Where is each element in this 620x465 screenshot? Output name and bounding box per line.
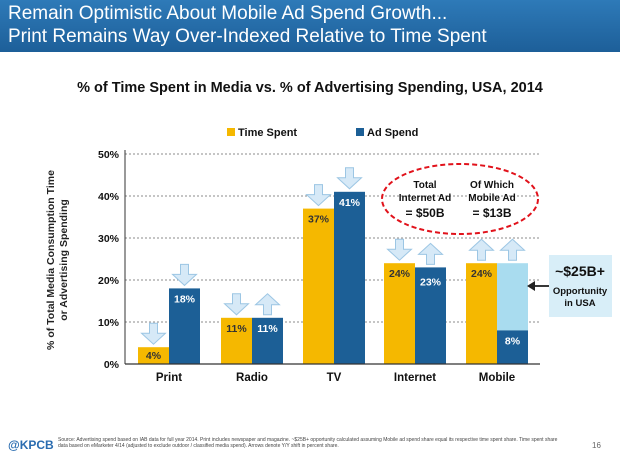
bar-ad-spend <box>252 317 283 364</box>
arrow-up-icon <box>468 238 495 261</box>
data-label: 24% <box>389 268 411 280</box>
opportunity-amount: ~$25B+ <box>555 263 605 279</box>
header-title-line1: Remain Optimistic About Mobile Ad Spend … <box>8 3 448 24</box>
callout-col1-line1: Total <box>413 180 436 191</box>
callout-col2-line1: Of Which <box>470 180 514 191</box>
arrow-down-icon <box>305 184 332 207</box>
legend-label-ad-spend: Ad Spend <box>367 127 418 139</box>
bar-ad-spend <box>415 267 446 364</box>
kpcb-logo: @KPCB <box>8 438 54 452</box>
y-tick-label: 40% <box>98 191 120 203</box>
pointer-arrow-icon <box>527 281 535 291</box>
callout-col2-line2: Mobile Ad <box>468 193 515 204</box>
bar-ad-spend <box>169 288 200 364</box>
data-label: 11% <box>257 323 278 335</box>
header-title-line2: Print Remains Way Over-Indexed Relative … <box>8 26 487 47</box>
data-label: 4% <box>146 350 162 362</box>
y-tick-label: 30% <box>98 233 120 245</box>
arrow-down-icon <box>171 263 198 287</box>
y-tick-label: 10% <box>98 317 120 329</box>
opportunity-label-line2: in USA <box>564 298 595 309</box>
arrow-up-icon <box>254 293 281 316</box>
y-tick-label: 50% <box>98 149 120 161</box>
y-axis-title-line1: % of Total Media Consumption Time <box>45 170 57 350</box>
arrow-down-icon <box>223 293 250 316</box>
bar-time-spent <box>384 263 415 364</box>
x-tick-label: TV <box>327 372 342 384</box>
arrow-down-icon <box>336 167 363 190</box>
data-label: 23% <box>420 276 442 288</box>
data-label: 41% <box>339 197 361 209</box>
y-axis-title-line2: or Advertising Spending <box>58 199 70 321</box>
data-label: 37% <box>308 214 330 226</box>
x-tick-label: Radio <box>236 372 268 384</box>
bar-time-spent <box>138 347 169 364</box>
legend-swatch-ad-spend <box>356 128 364 136</box>
opportunity-band <box>497 263 528 331</box>
legend-label-time-spent: Time Spent <box>238 127 297 139</box>
opportunity-label-line1: Opportunity <box>553 286 608 297</box>
arrow-down-icon <box>386 238 413 261</box>
bar-ad-spend <box>497 330 528 364</box>
opportunity-box <box>549 255 612 317</box>
legend-swatch-time-spent <box>227 128 235 136</box>
data-label: 11% <box>226 323 247 335</box>
callout-col1-line2: Internet Ad <box>399 193 451 204</box>
source-note: Source: Advertising spend based on IAB d… <box>58 437 558 449</box>
bar-time-spent <box>303 208 334 364</box>
page-number: 16 <box>592 441 601 450</box>
bar-ad-spend <box>334 191 365 364</box>
arrow-up-icon <box>417 242 444 265</box>
y-tick-label: 0% <box>104 359 120 371</box>
data-label: 18% <box>174 293 196 305</box>
x-tick-label: Mobile <box>479 372 515 384</box>
slide-header: Remain Optimistic About Mobile Ad Spend … <box>0 0 620 52</box>
arrow-down-icon <box>140 322 167 345</box>
callout-col2-value: = $13B <box>472 206 511 220</box>
bar-time-spent <box>466 263 497 364</box>
chart-title: % of Time Spent in Media vs. % of Advert… <box>77 80 543 96</box>
callout-ellipse <box>381 163 539 235</box>
x-tick-label: Internet <box>394 372 436 384</box>
y-tick-label: 20% <box>98 275 120 287</box>
arrow-up-icon <box>499 238 526 261</box>
bar-time-spent <box>221 317 252 364</box>
callout-col1-value: = $50B <box>405 206 444 220</box>
data-label: 24% <box>471 268 493 280</box>
data-label: 8% <box>505 335 521 347</box>
x-tick-label: Print <box>156 372 182 384</box>
